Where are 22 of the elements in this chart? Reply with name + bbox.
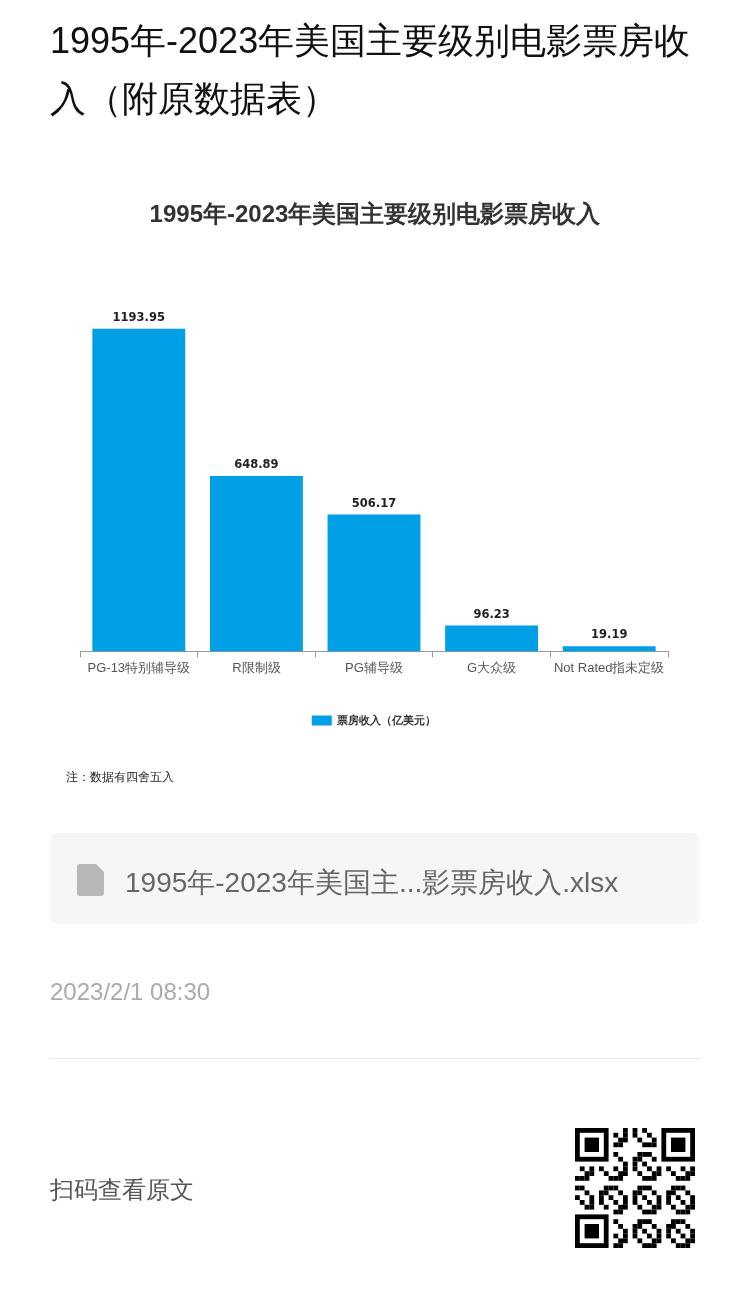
bar xyxy=(209,475,303,652)
text: 1995年-2023年美国主...影票房收入.xlsx xyxy=(125,866,619,900)
data-label: 19.19 xyxy=(591,627,628,642)
x-tick-label: R限制级 xyxy=(232,659,281,675)
bar xyxy=(92,328,186,652)
bar xyxy=(327,514,421,652)
text: 注：数据有四舍五入 xyxy=(66,769,174,786)
legend-label: 票房收入（亿美元） xyxy=(336,713,437,727)
data-label: 1193.95 xyxy=(112,309,165,324)
text: 1995年-2023年美国主要级别电影票房收入（附原数据表） xyxy=(50,19,692,121)
x-tick-label: PG辅导级 xyxy=(345,659,403,675)
data-label: 506.17 xyxy=(351,495,397,510)
text: 扫码查看原文 xyxy=(50,1175,194,1205)
chart-title: 1995年-2023年美国主要级别电影票房收入 xyxy=(148,199,602,229)
data-label: 648.89 xyxy=(234,457,279,472)
text: 2023/2/1 08:30 xyxy=(50,978,211,1006)
data-label: 96.23 xyxy=(473,606,510,621)
x-tick-label: G大众级 xyxy=(467,659,517,675)
x-tick-label: PG-13特别辅导级 xyxy=(87,659,191,675)
x-tick-label: Not Rated指未定级 xyxy=(553,659,665,675)
bar xyxy=(562,646,656,652)
bar xyxy=(445,625,539,652)
